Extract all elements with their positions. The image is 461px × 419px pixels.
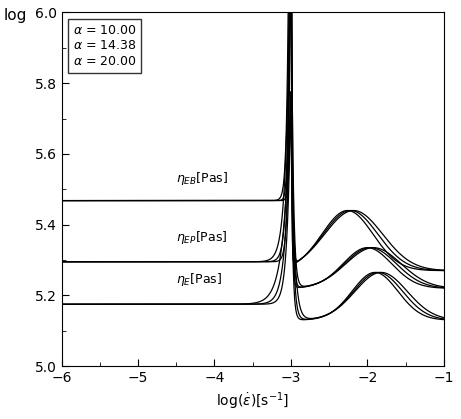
Text: $\eta_{EB}$[Pas]: $\eta_{EB}$[Pas] <box>176 170 228 187</box>
Text: $\eta_{EP}$[Pas]: $\eta_{EP}$[Pas] <box>176 229 228 246</box>
Legend: $\alpha$ = 10.00, $\alpha$ = 14.38, $\alpha$ = 20.00: $\alpha$ = 10.00, $\alpha$ = 14.38, $\al… <box>68 19 142 72</box>
Y-axis label: log: log <box>4 8 27 23</box>
Text: $\eta_{E}$[Pas]: $\eta_{E}$[Pas] <box>176 271 222 288</box>
X-axis label: log($\dot{\varepsilon}$)[s$^{-1}$]: log($\dot{\varepsilon}$)[s$^{-1}$] <box>216 391 290 412</box>
